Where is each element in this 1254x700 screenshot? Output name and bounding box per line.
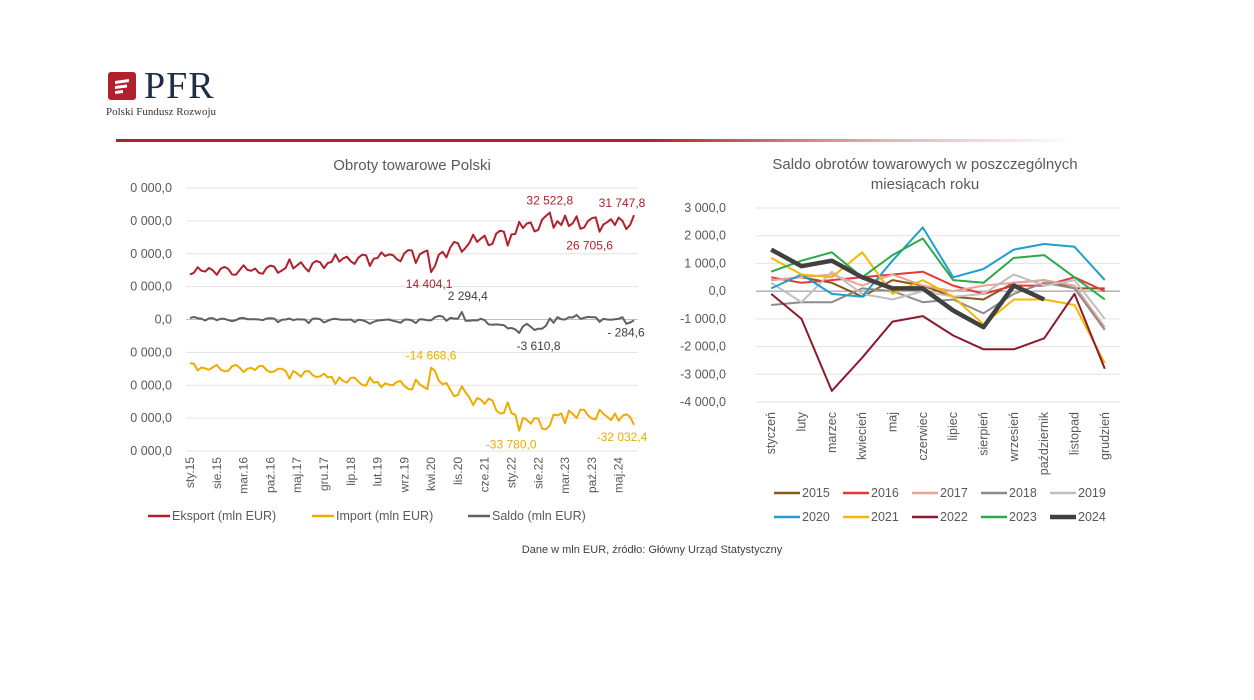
series-line-2	[189, 362, 635, 432]
legend-label: 2023	[1009, 510, 1037, 524]
legend-label: Saldo (mln EUR)	[492, 509, 586, 523]
legend: Eksport (mln EUR) Import (mln EUR) Saldo (…	[148, 509, 586, 523]
y-tick-label: -20 000,0	[130, 378, 172, 392]
legend-label: 2021	[871, 510, 899, 524]
data-label: -14 668,6	[406, 349, 457, 363]
pfr-logo-mark-icon	[108, 72, 136, 100]
y-tick-label: -1 000,0	[680, 312, 726, 326]
legend-label: Import (mln EUR)	[336, 509, 433, 523]
x-tick-label: styczeń	[764, 412, 778, 454]
series-line-2023	[770, 237, 1106, 301]
legend-label: 2016	[871, 486, 899, 500]
x-tick-label: sie.22	[531, 457, 545, 489]
x-tick-label: wrz.19	[397, 457, 411, 494]
x-tick-label: listopad	[1068, 412, 1082, 455]
x-tick-label: maj.24	[612, 457, 626, 493]
y-tick-label: -10 000,0	[130, 345, 172, 359]
x-tick-label: lip.18	[344, 457, 358, 486]
x-tick-label: luty	[795, 411, 809, 431]
legend-label: Eksport (mln EUR)	[172, 509, 276, 523]
data-label: 32 522,8	[526, 194, 573, 208]
legend-label: 2020	[802, 510, 830, 524]
x-tick-label: grudzień	[1098, 412, 1112, 460]
x-tick-label: lipiec	[946, 412, 960, 441]
y-tick-label: 3 000,0	[684, 201, 726, 215]
data-label: - 284,6	[607, 325, 645, 339]
x-tick-label: sierpień	[977, 412, 991, 456]
data-label: 2 294,4	[448, 289, 488, 303]
y-tick-label: -2 000,0	[680, 340, 726, 354]
y-tick-label: 2 000,0	[684, 229, 726, 243]
legend-label: 2024	[1078, 510, 1106, 524]
x-tick-label: kwiecień	[855, 412, 869, 460]
data-label: 31 747,8	[599, 196, 646, 210]
chart-title-line: Saldo obrotów towarowych w poszczególnyc…	[772, 156, 1077, 173]
y-tick-label: 20 000,0	[130, 247, 172, 261]
series-line-2021	[770, 251, 1106, 364]
x-tick-label: lis.20	[451, 457, 465, 485]
y-tick-label: 0,0	[709, 284, 726, 298]
x-tick-label: wrzesień	[1007, 412, 1021, 462]
y-tick-label: -30 000,0	[130, 411, 172, 425]
data-label: -33 780,0	[486, 438, 537, 452]
y-tick-label: 1 000,0	[684, 256, 726, 270]
y-tick-label: 10 000,0	[130, 280, 172, 294]
x-tick-label: paź.23	[585, 457, 599, 493]
y-tick-label: 40 000,0	[130, 181, 172, 195]
y-tick-label: -40 000,0	[130, 444, 172, 458]
pfr-logo: PFR Polski Fundusz Rozwoju	[106, 65, 246, 122]
x-tick-label: mar.23	[558, 457, 572, 494]
x-tick-label: sie.15	[210, 457, 224, 489]
legend-label: 2019	[1078, 486, 1106, 500]
x-tick-label: mar.16	[237, 457, 251, 494]
y-tick-label: -3 000,0	[680, 367, 726, 381]
chart-title-line: miesiącach roku	[871, 176, 979, 193]
x-tick-label: czerwiec	[916, 412, 930, 461]
legend-label: 2015	[802, 486, 830, 500]
data-label: -3 610,8	[516, 339, 560, 353]
x-tick-label: kwi.20	[424, 457, 438, 491]
series-line-2022	[770, 292, 1106, 392]
data-label: 14 404,1	[406, 277, 453, 291]
data-label: 26 705,6	[566, 239, 613, 253]
chart-title: Obroty towarowe Polski	[333, 157, 491, 174]
header-divider	[116, 139, 1076, 142]
source-note: Dane w mln EUR, źródło: Główny Urząd Sta…	[521, 544, 783, 556]
x-tick-label: gru.17	[317, 457, 331, 491]
data-label: -32 032,4	[597, 430, 648, 444]
legend: 2015 2016 2017 2018 2019 2020 2021 2022 2023 2024	[774, 486, 1106, 524]
series-line-3	[189, 311, 635, 334]
legend-label: 2017	[940, 486, 968, 500]
x-tick-label: lut.19	[371, 457, 385, 487]
x-tick-label: październik	[1037, 411, 1051, 475]
trade-turnover-chart: Obroty towarowe Polski 40 000,0 30 000,0 20…	[130, 157, 648, 523]
series-line-2020	[770, 226, 1106, 298]
brand-subtitle: Polski Fundusz Rozwoju	[106, 106, 217, 118]
y-tick-label: 0,0	[155, 313, 172, 327]
series-line-2024	[770, 247, 1046, 330]
monthly-balance-chart: Saldo obrotów towarowych w poszczególnyc…	[680, 156, 1120, 524]
x-tick-label: cze.21	[478, 457, 492, 493]
x-tick-label: maj	[886, 412, 900, 432]
x-tick-label: marzec	[825, 412, 839, 453]
x-tick-label: maj.17	[290, 457, 304, 493]
legend-label: 2022	[940, 510, 968, 524]
brand-name: PFR	[144, 65, 215, 107]
legend-label: 2018	[1009, 486, 1037, 500]
x-tick-label: paź.16	[263, 457, 277, 493]
y-tick-label: -4 000,0	[680, 395, 726, 409]
series-line-1	[189, 211, 635, 276]
x-tick-label: sty.22	[505, 457, 519, 488]
y-tick-label: 30 000,0	[130, 214, 172, 228]
x-tick-label: sty.15	[183, 457, 197, 488]
